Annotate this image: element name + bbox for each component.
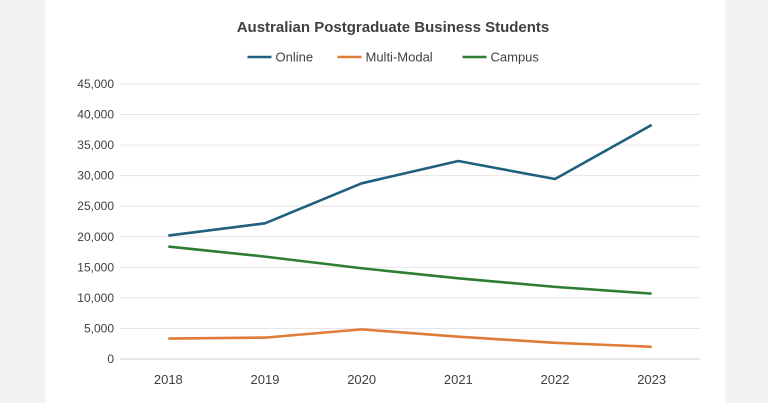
y-tick-label: 15,000 bbox=[77, 260, 114, 274]
y-tick-label: 45,000 bbox=[77, 77, 114, 91]
x-tick-label: 2018 bbox=[154, 372, 183, 387]
y-tick-label: 5,000 bbox=[84, 321, 114, 335]
y-tick-label: 20,000 bbox=[77, 230, 114, 244]
x-tick-label: 2023 bbox=[637, 372, 666, 387]
x-tick-label: 2019 bbox=[251, 372, 280, 387]
y-tick-label: 30,000 bbox=[77, 169, 114, 183]
y-tick-label: 40,000 bbox=[77, 108, 114, 122]
x-tick-label: 2021 bbox=[444, 372, 473, 387]
x-axis: 2018 2019 2020 2021 2022 2023 bbox=[154, 372, 666, 387]
series-line-campus bbox=[168, 245, 652, 295]
chart-title: Australian Postgraduate Business Student… bbox=[237, 19, 550, 36]
y-tick-label: 35,000 bbox=[77, 138, 114, 152]
legend: Online Multi-Modal Campus bbox=[247, 50, 540, 65]
legend-item: Campus bbox=[462, 50, 540, 65]
series-line-online bbox=[168, 123, 653, 237]
chart-card bbox=[45, 0, 725, 403]
legend-item: Online bbox=[247, 50, 314, 65]
y-tick-label: 0 bbox=[107, 352, 114, 366]
y-tick-label: 10,000 bbox=[77, 291, 114, 305]
legend-label: Campus bbox=[491, 50, 540, 65]
series-lines bbox=[168, 123, 653, 349]
legend-label: Online bbox=[276, 50, 314, 65]
gridlines bbox=[120, 83, 700, 360]
legend-label: Multi-Modal bbox=[366, 50, 433, 65]
y-tick-label: 25,000 bbox=[77, 199, 114, 213]
legend-item: Multi-Modal bbox=[337, 50, 433, 65]
series-line-multi-modal bbox=[168, 328, 652, 349]
y-axis: 0 5,000 10,000 15,000 20,000 25,000 30,000 35,0… bbox=[77, 77, 114, 366]
x-tick-label: 2022 bbox=[541, 372, 570, 387]
x-tick-label: 2020 bbox=[347, 372, 376, 387]
